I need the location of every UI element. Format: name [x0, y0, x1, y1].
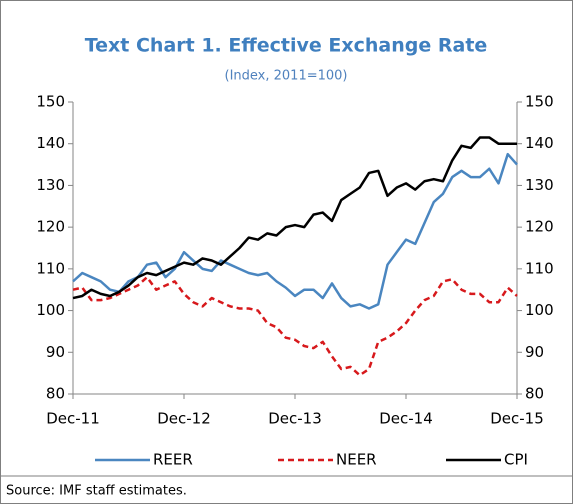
series-line [72, 136, 517, 300]
y2-tick-label: 110 [525, 259, 554, 277]
y-tick-label: 110 [36, 259, 65, 277]
y2-tick-label: 140 [525, 134, 554, 152]
y-tick-label: 100 [36, 301, 65, 319]
y-tick-label: 150 [36, 93, 65, 111]
y-tick-label: 130 [36, 176, 65, 194]
source-note: Source: IMF staff estimates. [6, 484, 187, 499]
y-tick-label: 90 [46, 343, 65, 361]
legend-label: NEER [336, 451, 377, 469]
y2-tick-label: 90 [525, 343, 544, 361]
y-tick-label: 80 [46, 385, 65, 403]
x-tick-label: Dec-11 [46, 410, 100, 428]
y2-tick-label: 100 [525, 301, 554, 319]
chart-title: Text Chart 1. Effective Exchange Rate [85, 35, 488, 57]
series-line [72, 152, 518, 310]
y2-tick-label: 150 [525, 93, 554, 111]
y-tick-label: 120 [36, 218, 65, 236]
x-tick-label: Dec-12 [157, 410, 211, 428]
x-tick-label: Dec-15 [490, 410, 544, 428]
y2-tick-label: 80 [525, 385, 544, 403]
y2-tick-label: 130 [525, 176, 554, 194]
chart-subtitle: (Index, 2011=100) [225, 69, 348, 84]
legend-label: CPI [504, 451, 528, 469]
y2-tick-label: 120 [525, 218, 554, 236]
legend-label: REER [153, 451, 193, 469]
x-tick-label: Dec-13 [268, 410, 322, 428]
y-tick-label: 140 [36, 134, 65, 152]
series-line [72, 275, 518, 377]
x-tick-label: Dec-14 [379, 410, 433, 428]
